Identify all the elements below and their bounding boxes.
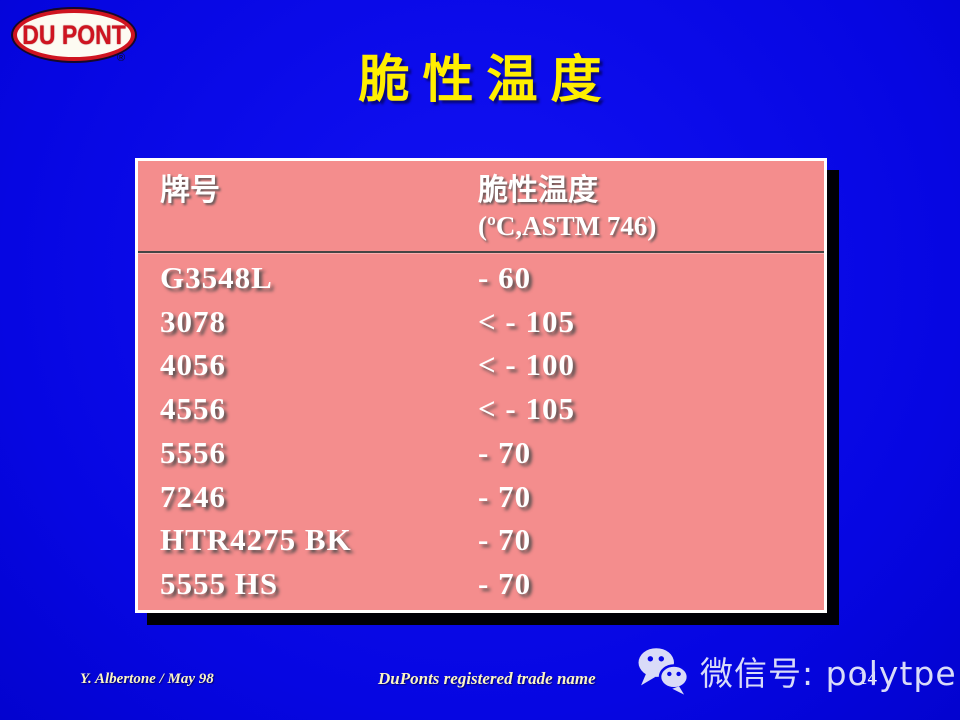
column-header-temperature-line1: 脆性温度 bbox=[478, 174, 598, 207]
table-row: 7246 - 70 bbox=[138, 475, 824, 519]
table-body: G3548L - 60 3078 < - 105 4056 < - 100 45… bbox=[138, 254, 824, 610]
grade-cell: 5556 bbox=[160, 434, 226, 470]
brittleness-temperature-table: 牌号 脆性温度 (ºC,ASTM 746) G3548L - 60 3078 <… bbox=[135, 158, 827, 613]
wechat-icon bbox=[638, 648, 690, 695]
temp-cell: < - 100 bbox=[478, 347, 575, 383]
table-row: G3548L - 60 bbox=[138, 256, 824, 300]
wechat-watermark: 微信号: polytpe bbox=[636, 642, 960, 700]
temp-cell: - 70 bbox=[478, 434, 532, 470]
grade-cell: 7246 bbox=[160, 478, 226, 514]
table-row: 3078 < - 105 bbox=[138, 300, 824, 344]
grade-cell: HTR4275 BK bbox=[160, 522, 352, 558]
grade-cell: 4056 bbox=[160, 347, 226, 383]
grade-cell: 4556 bbox=[160, 391, 226, 427]
registered-trademark-symbol: ® bbox=[117, 52, 126, 64]
table-row: 4556 < - 105 bbox=[138, 387, 824, 431]
page-title: 脆性温度 bbox=[358, 53, 615, 109]
grade-cell: 3078 bbox=[160, 303, 226, 339]
wechat-account-label: 微信号: polytpe bbox=[700, 654, 957, 693]
temp-cell: - 70 bbox=[478, 478, 532, 514]
table-header-row: 牌号 脆性温度 (ºC,ASTM 746) bbox=[138, 161, 824, 251]
page-number: 14 bbox=[858, 668, 877, 689]
dupont-logo-text: DU PONT bbox=[22, 19, 126, 50]
temp-cell: - 70 bbox=[478, 522, 532, 558]
table-row: 4056 < - 100 bbox=[138, 344, 824, 388]
footer-trademark-note: DuPonts registered trade name bbox=[378, 669, 596, 688]
grade-cell: 5555 HS bbox=[160, 566, 279, 602]
table-row: 5556 - 70 bbox=[138, 431, 824, 475]
footer-author-date: Y. Albertone / May 98 bbox=[80, 671, 214, 687]
dupont-logo: DU PONT bbox=[13, 9, 135, 61]
temp-cell: - 70 bbox=[478, 566, 532, 602]
temp-cell: - 60 bbox=[478, 259, 532, 295]
table-row: 5555 HS - 70 bbox=[138, 562, 824, 606]
header-divider-line bbox=[138, 251, 824, 254]
temp-cell: < - 105 bbox=[478, 391, 575, 427]
column-header-temperature-units: (ºC,ASTM 746) bbox=[478, 211, 657, 241]
table-row: HTR4275 BK - 70 bbox=[138, 519, 824, 563]
column-header-grade: 牌号 bbox=[160, 174, 220, 207]
column-header-temperature: 脆性温度 (ºC,ASTM 746) bbox=[478, 173, 824, 247]
temp-cell: < - 105 bbox=[478, 303, 575, 339]
grade-cell: G3548L bbox=[160, 259, 273, 295]
